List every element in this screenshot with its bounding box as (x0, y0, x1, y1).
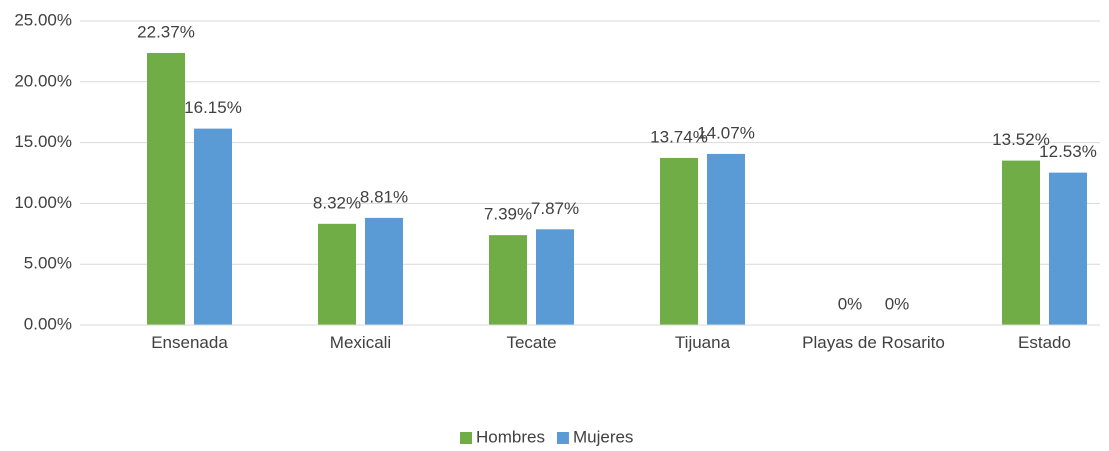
x-tick-label: Tijuana (674, 333, 731, 352)
x-tick-label: Mexicali (329, 333, 392, 352)
bar (489, 235, 527, 325)
y-tick-label: 10.00% (14, 193, 72, 212)
y-tick-label: 0.00% (24, 314, 72, 333)
data-label: 22.37% (137, 22, 195, 41)
y-tick-label: 20.00% (14, 71, 72, 90)
x-tick-label: Playas de Rosarito (802, 333, 945, 352)
data-label: 8.81% (360, 187, 408, 206)
bar (660, 157, 698, 325)
data-label: 0% (838, 294, 863, 313)
bar (318, 223, 356, 325)
data-label: 14.07% (697, 123, 755, 142)
legend-swatch (556, 432, 569, 444)
bar (147, 52, 185, 325)
data-label: 16.15% (184, 98, 242, 117)
data-label: 8.32% (313, 193, 361, 212)
data-label: 12.53% (1039, 142, 1097, 161)
data-label: 7.39% (484, 205, 532, 224)
x-tick-label: Ensenada (151, 333, 228, 352)
data-label: 0% (885, 294, 910, 313)
x-tick-label: Tecate (506, 333, 557, 352)
data-label: 13.52% (992, 130, 1050, 149)
data-label: 13.74% (650, 127, 708, 146)
legend-label: Hombres (476, 427, 545, 446)
bar (1049, 172, 1087, 325)
y-tick-label: 5.00% (24, 254, 72, 273)
bar (1002, 160, 1040, 325)
legend-label: Mujeres (573, 427, 633, 446)
data-label: 7.87% (531, 199, 579, 218)
x-tick-label: Estado (1018, 333, 1071, 352)
bar (365, 217, 403, 325)
bar (536, 229, 574, 325)
bar (707, 153, 745, 325)
y-tick-label: 25.00% (14, 10, 72, 29)
bar (194, 128, 232, 325)
legend-swatch (460, 432, 472, 444)
y-tick-label: 15.00% (14, 132, 72, 151)
